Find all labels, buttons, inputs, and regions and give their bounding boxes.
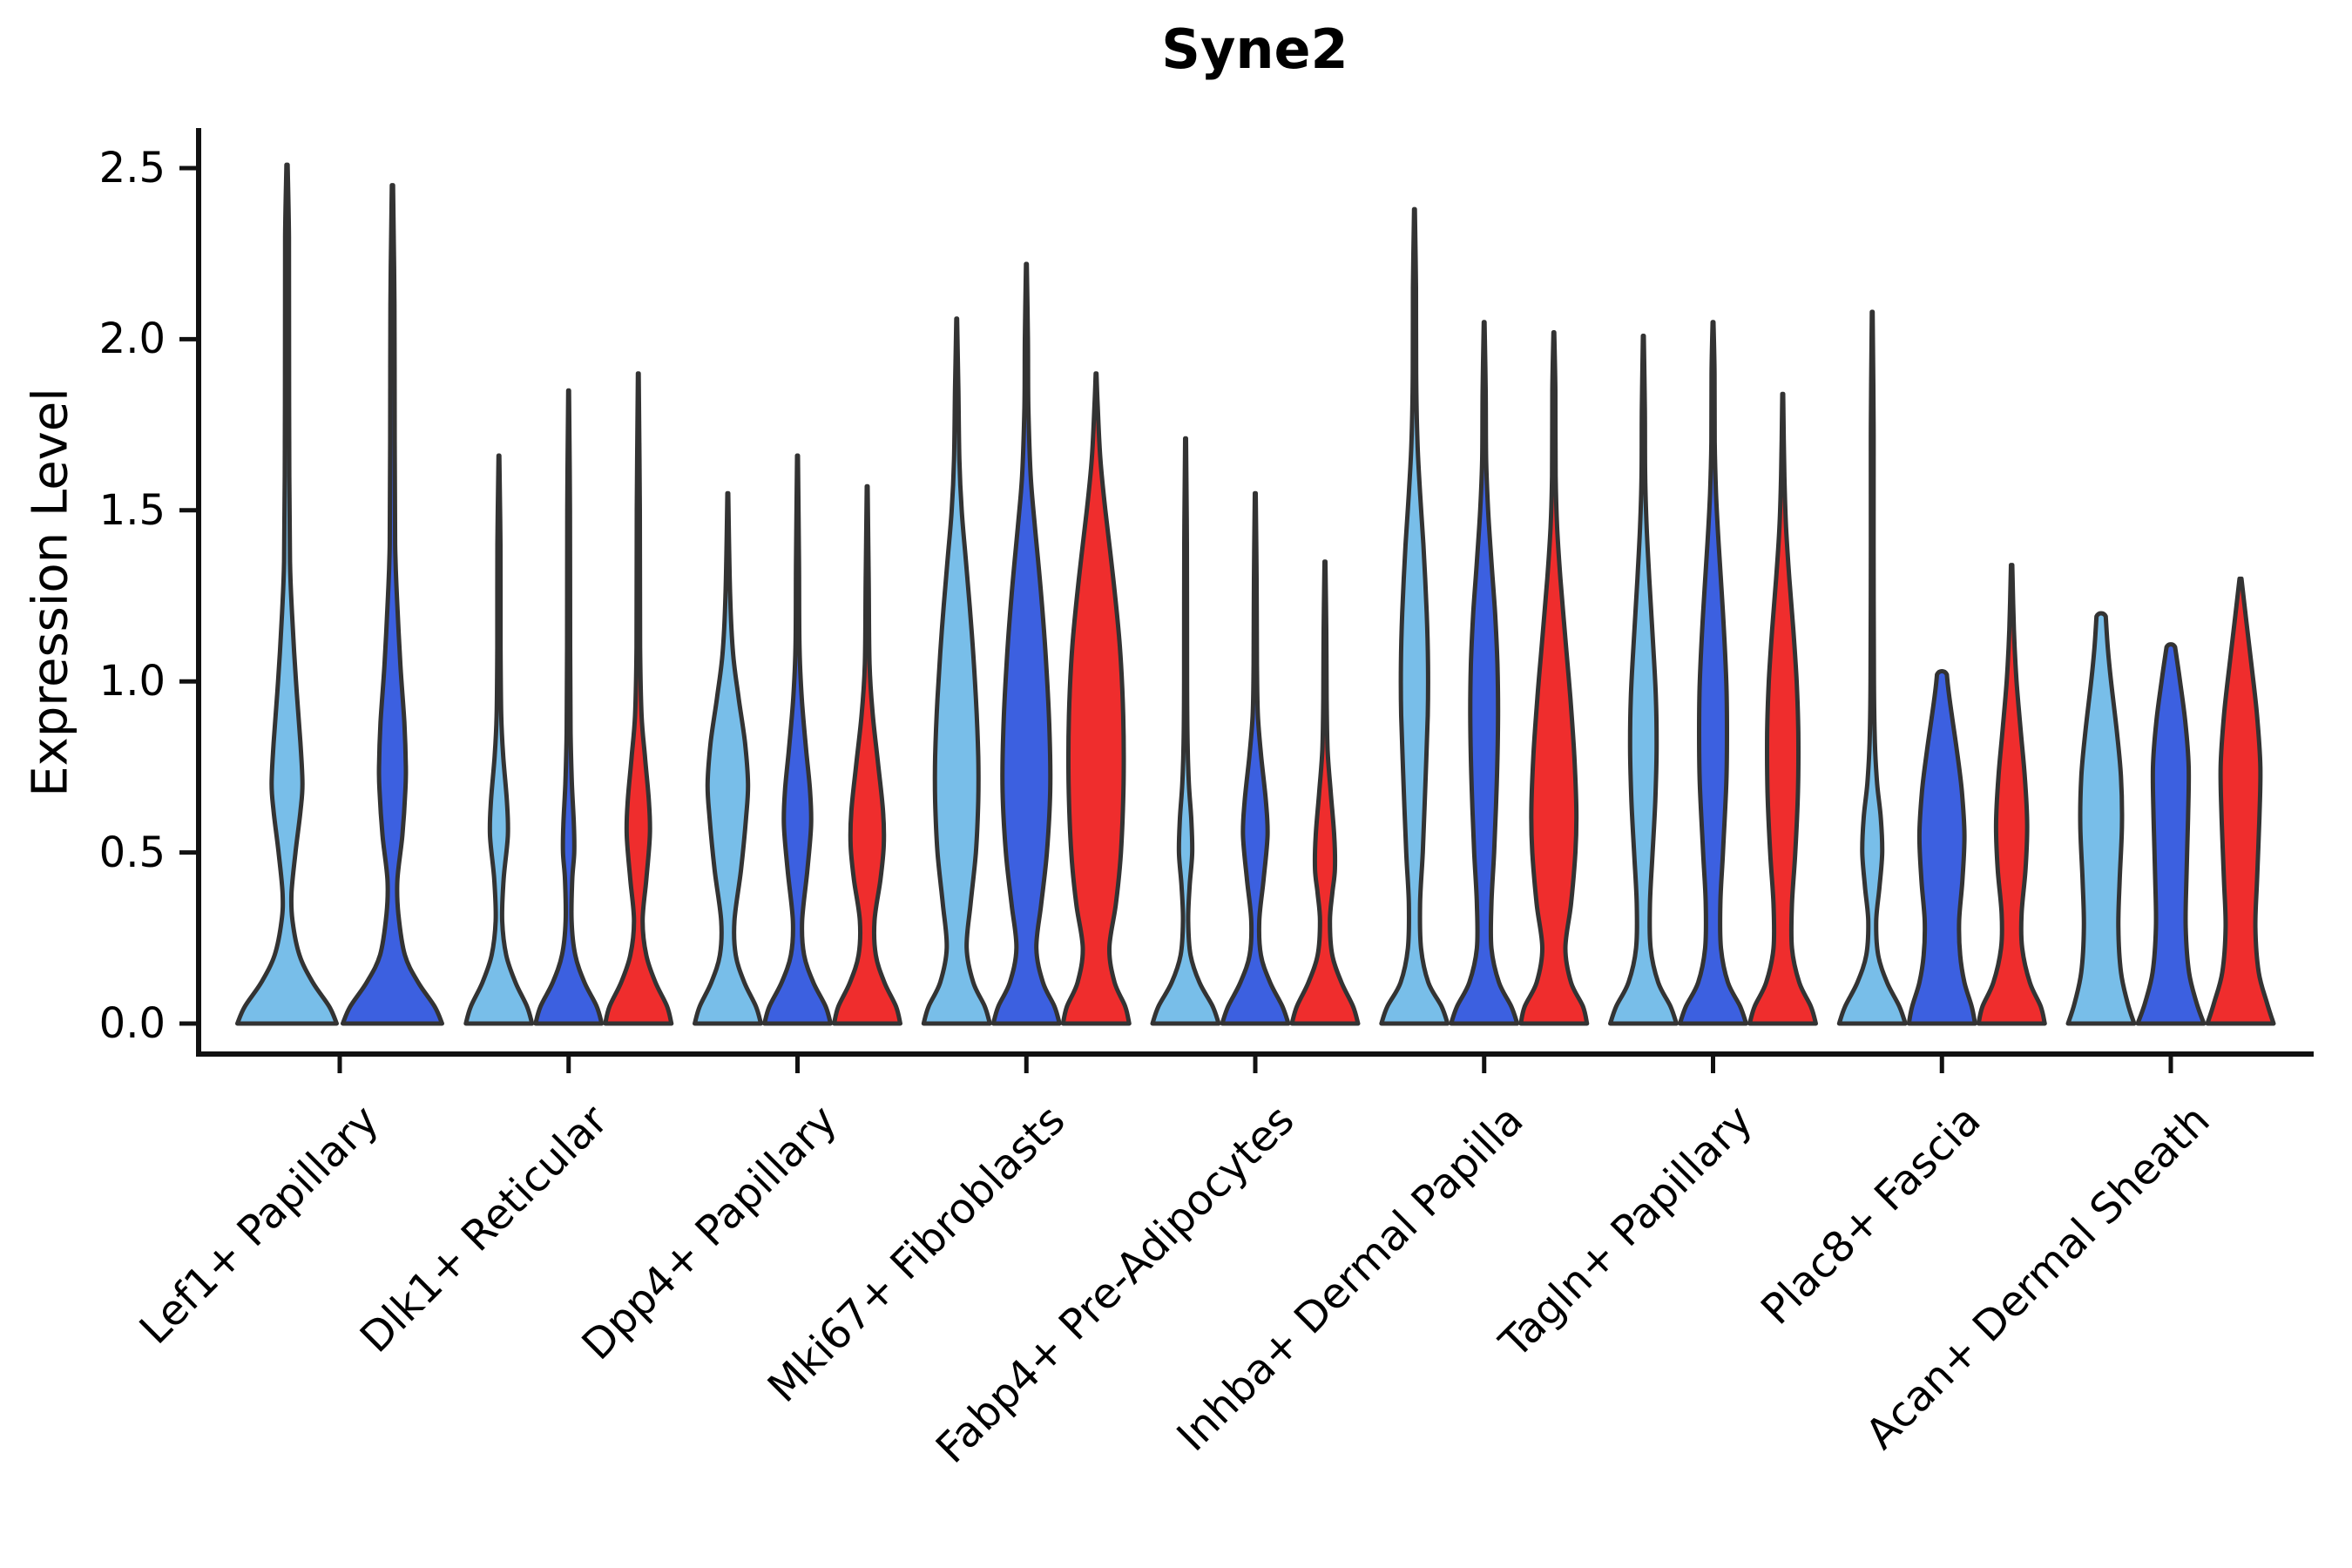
violin-lef1-papillary-light_blue bbox=[235, 162, 339, 1026]
y-tick-label: 2.0 bbox=[98, 314, 166, 364]
violin-inhba-dermal-papilla-dark_blue bbox=[1449, 320, 1520, 1026]
y-tick-label: 1.0 bbox=[98, 657, 166, 706]
violin-dpp4-papillary-dark_blue bbox=[762, 453, 833, 1026]
y-axis-label: Expression Level bbox=[22, 388, 79, 797]
y-tick-label: 0.5 bbox=[98, 828, 166, 877]
violin-lef1-papillary-dark_blue bbox=[341, 183, 444, 1026]
violin-tagln-papillary-red bbox=[1747, 391, 1818, 1026]
violin-fabp4-pre-adipocytes-light_blue bbox=[1150, 436, 1221, 1026]
violin-dlk1-reticular-light_blue bbox=[463, 453, 535, 1026]
violin-plac8-fascia-dark_blue bbox=[1906, 669, 1977, 1026]
y-tick-label: 2.5 bbox=[98, 144, 166, 193]
violin-acan-dermal-sheath-light_blue bbox=[2065, 611, 2137, 1026]
violin-dpp4-papillary-light_blue bbox=[693, 490, 763, 1026]
violin-inhba-dermal-papilla-red bbox=[1518, 330, 1590, 1026]
violin-tagln-papillary-light_blue bbox=[1608, 334, 1679, 1026]
violin-tagln-papillary-dark_blue bbox=[1678, 320, 1748, 1026]
violin-mki67-fibroblasts-light_blue bbox=[921, 316, 992, 1026]
violin-dlk1-reticular-red bbox=[603, 371, 674, 1026]
violin-acan-dermal-sheath-dark_blue bbox=[2135, 642, 2207, 1026]
y-tick-label: 0.0 bbox=[98, 999, 166, 1048]
violin-acan-dermal-sheath-red bbox=[2205, 576, 2276, 1026]
violin-dpp4-papillary-red bbox=[832, 483, 902, 1026]
violin-plac8-fascia-red bbox=[1976, 563, 2047, 1026]
violin-fabp4-pre-adipocytes-red bbox=[1289, 559, 1361, 1026]
violin-fabp4-pre-adipocytes-dark_blue bbox=[1220, 490, 1291, 1026]
y-tick-label: 1.5 bbox=[98, 485, 166, 535]
violin-plac8-fascia-light_blue bbox=[1836, 309, 1908, 1026]
chart-title: Syne2 bbox=[1161, 17, 1348, 81]
violin-inhba-dermal-papilla-light_blue bbox=[1379, 206, 1450, 1026]
violin-mki67-fibroblasts-dark_blue bbox=[990, 261, 1062, 1026]
axis-ticks bbox=[179, 166, 2173, 1073]
violin-mki67-fibroblasts-red bbox=[1060, 371, 1132, 1026]
violin-dlk1-reticular-dark_blue bbox=[533, 388, 605, 1026]
